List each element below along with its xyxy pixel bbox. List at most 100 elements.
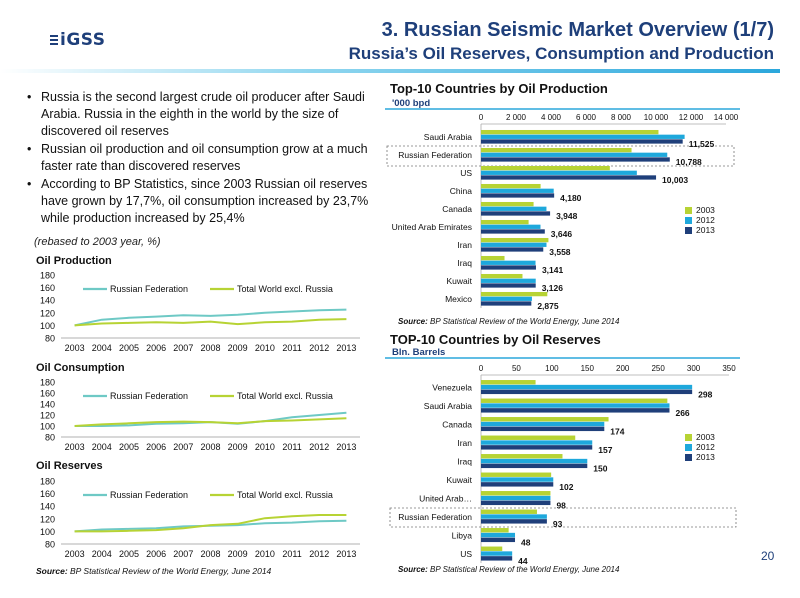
bar-2003 xyxy=(481,165,610,171)
legend-swatch xyxy=(685,207,692,214)
legend-label: Total World excl. Russia xyxy=(237,284,333,294)
y-tick-label: 180 xyxy=(40,378,55,388)
y-tick-label: 80 xyxy=(45,433,55,443)
x-tick-label: 2007 xyxy=(173,549,193,559)
bar-2003 xyxy=(481,273,523,279)
x-tick-label: 200 xyxy=(616,364,630,373)
y-tick-label: 120 xyxy=(40,411,55,421)
data-label: 11,525 xyxy=(689,139,715,149)
bar-2012 xyxy=(481,532,516,538)
logo-mark-icon xyxy=(50,35,58,49)
legend-swatch xyxy=(685,454,692,461)
y-tick-label: 100 xyxy=(40,321,55,331)
category-label: Iraq xyxy=(457,258,472,268)
category-label: Russian Federation xyxy=(398,150,472,160)
y-tick-label: 100 xyxy=(40,527,55,537)
y-tick-label: 140 xyxy=(40,296,55,306)
bar-2013 xyxy=(481,463,588,469)
data-label: 3,646 xyxy=(551,229,573,239)
category-label: Canada xyxy=(442,419,472,429)
bullet-item: Russia is the second largest crude oil p… xyxy=(24,89,379,140)
x-tick-label: 2003 xyxy=(65,442,85,452)
legend-swatch xyxy=(685,434,692,441)
data-label: 2,875 xyxy=(537,301,559,311)
category-label: China xyxy=(450,186,472,196)
bar-2013 xyxy=(481,283,536,288)
x-tick-label: 50 xyxy=(512,364,521,373)
bar-2003 xyxy=(481,435,576,440)
data-label: 4,180 xyxy=(560,193,582,203)
bullet-item: Russian oil production and oil consumpti… xyxy=(24,141,379,175)
bar-2012 xyxy=(481,170,637,175)
x-tick-label: 150 xyxy=(581,364,595,373)
category-label: US xyxy=(460,168,472,178)
x-tick-label: 2005 xyxy=(119,442,139,452)
bar-2012 xyxy=(481,403,670,408)
slide-title: 3. Russian Seismic Market Overview (1/7) xyxy=(381,19,774,41)
bar-2003 xyxy=(481,291,548,297)
x-tick-label: 2004 xyxy=(92,343,112,353)
legend-label: 2012 xyxy=(696,442,715,452)
x-tick-label: 2005 xyxy=(119,549,139,559)
rebased-note: (rebased to 2003 year, %) xyxy=(34,236,161,248)
y-tick-label: 160 xyxy=(40,283,55,293)
x-tick-label: 2008 xyxy=(200,343,220,353)
bar-2013 xyxy=(481,193,555,198)
bar-2013 xyxy=(481,519,547,524)
category-label: Saudi Arabia xyxy=(424,401,472,411)
data-label: 298 xyxy=(698,389,712,399)
bar-2003 xyxy=(481,147,632,153)
y-tick-label: 160 xyxy=(40,389,55,399)
legend-swatch xyxy=(685,444,692,451)
bar-2012 xyxy=(481,514,547,519)
bar-2013 xyxy=(481,537,516,543)
x-tick-label: 4 000 xyxy=(541,113,562,122)
category-label: Kuwait xyxy=(446,276,472,286)
x-tick-label: 2009 xyxy=(228,343,248,353)
bar-2012 xyxy=(481,384,693,390)
category-label: Libya xyxy=(452,530,473,540)
line-chart-source: Source: BP Statistical Review of the Wor… xyxy=(36,566,272,576)
x-tick-label: 6 000 xyxy=(576,113,597,122)
bar-2012 xyxy=(481,188,554,193)
y-tick-label: 140 xyxy=(40,400,55,410)
category-label: Venezuela xyxy=(432,382,472,392)
bar-2013 xyxy=(481,265,536,270)
bar-2013 xyxy=(481,247,544,252)
bar-2012 xyxy=(481,278,536,283)
bullet-list: Russia is the second largest crude oil p… xyxy=(24,89,379,228)
bar-2012 xyxy=(481,134,685,139)
igss-logo: iGSS xyxy=(50,30,120,51)
x-tick-label: 2012 xyxy=(309,442,329,452)
x-tick-label: 2011 xyxy=(282,442,301,452)
x-tick-label: 2013 xyxy=(336,549,356,559)
line-chart-title: Oil Reserves xyxy=(36,460,103,472)
data-label: 3,141 xyxy=(542,265,564,275)
bar-chart-unit: '000 bpd xyxy=(392,98,430,109)
x-tick-label: 14 000 xyxy=(714,113,739,122)
x-tick-label: 100 xyxy=(545,364,559,373)
x-tick-label: 2011 xyxy=(282,343,301,353)
x-tick-label: 2005 xyxy=(119,343,139,353)
x-tick-label: 2003 xyxy=(65,549,85,559)
x-tick-label: 2009 xyxy=(228,549,248,559)
bar-2013 xyxy=(481,229,545,234)
bar-chart-title: Top-10 Countries by Oil Production xyxy=(390,81,608,96)
x-tick-label: 0 xyxy=(479,113,484,122)
bar-chart-source: Source: BP Statistical Review of the Wor… xyxy=(398,565,620,574)
bar-2013 xyxy=(481,445,593,450)
x-tick-label: 2012 xyxy=(309,343,329,353)
bar-2003 xyxy=(481,528,509,533)
slide-subtitle: Russia’s Oil Reserves, Consumption and P… xyxy=(348,44,774,63)
logo-text: iGSS xyxy=(60,30,106,50)
bar-2003 xyxy=(481,472,552,477)
bar-2003 xyxy=(481,255,505,261)
x-tick-label: 2010 xyxy=(255,549,275,559)
bar-2013 xyxy=(481,301,532,306)
page-number: 20 xyxy=(761,549,775,563)
x-tick-label: 2007 xyxy=(173,442,193,452)
bar-2012 xyxy=(481,458,588,464)
bar-2003 xyxy=(481,219,529,225)
x-tick-label: 2008 xyxy=(200,442,220,452)
